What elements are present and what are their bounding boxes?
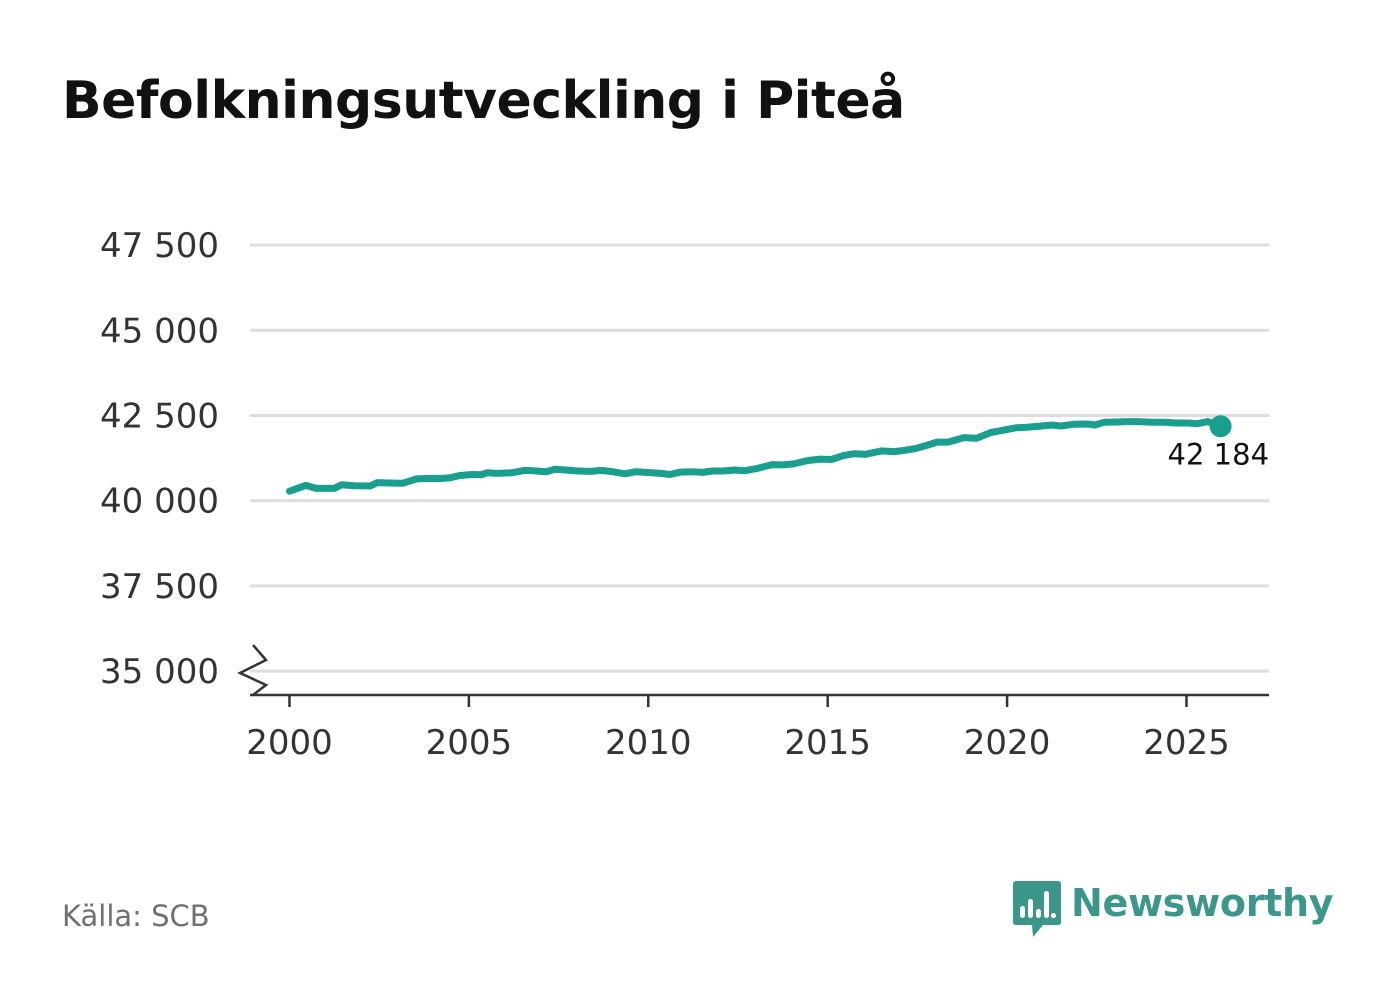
y-tick-label-40000: 40 000 xyxy=(100,482,219,522)
x-axis-tick-labels: 2000 2005 2010 2015 2020 2025 xyxy=(246,723,1230,763)
x-axis xyxy=(237,644,1269,707)
axis-break-icon xyxy=(237,644,269,696)
y-tick-label-37500: 37 500 xyxy=(100,567,219,607)
chart-title: Befolkningsutveckling i Piteå xyxy=(62,71,905,131)
x-tick-label-2010: 2010 xyxy=(605,723,692,763)
x-tick-label-2020: 2020 xyxy=(964,723,1051,763)
y-tick-label-42500: 42 500 xyxy=(100,396,219,436)
y-tick-label-45000: 45 000 xyxy=(100,311,219,351)
y-tick-label-47500: 47 500 xyxy=(100,226,219,266)
x-tick-label-2005: 2005 xyxy=(426,723,513,763)
x-tick-label-2015: 2015 xyxy=(784,723,871,763)
series-line-folkmangd xyxy=(286,418,1225,495)
gridlines xyxy=(250,243,1269,673)
source-label: Källa: SCB xyxy=(62,899,210,933)
x-tick-label-2000: 2000 xyxy=(246,723,333,763)
x-tick-label-2025: 2025 xyxy=(1143,723,1230,763)
bar-chart-speech-bubble-icon xyxy=(1013,881,1061,937)
series-layer: 42 184 xyxy=(286,415,1269,495)
y-axis-tick-labels: 35 000 37 500 40 000 42 500 45 000 47 500 xyxy=(100,226,219,692)
last-value-point xyxy=(1209,415,1232,438)
y-tick-label-35000: 35 000 xyxy=(100,652,219,692)
brand-name: Newsworthy xyxy=(1071,881,1334,925)
newsworthy-logo: Newsworthy xyxy=(1011,879,1334,941)
last-value-label: 42 184 xyxy=(1168,437,1269,471)
